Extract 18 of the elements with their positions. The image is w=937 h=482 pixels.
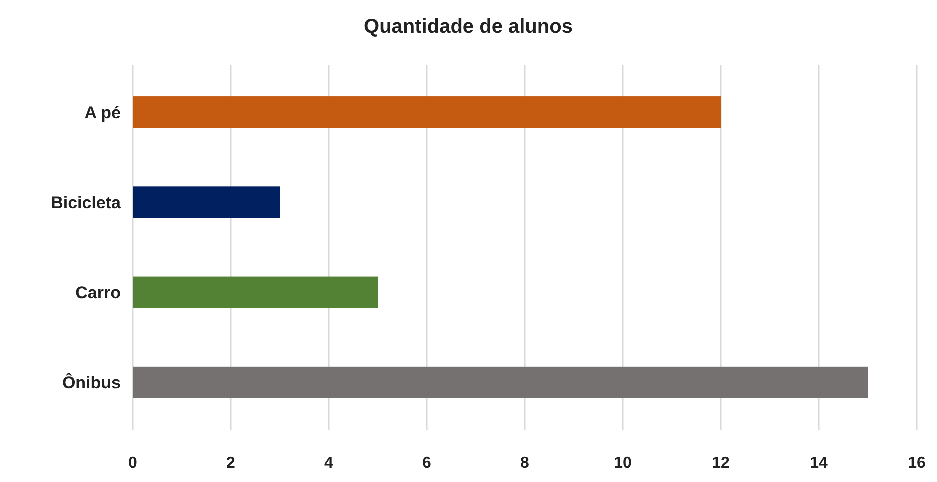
bar (133, 186, 280, 218)
y-tick-label: Ônibus (62, 372, 121, 393)
y-tick-label: Carro (76, 284, 121, 303)
x-tick-label: 8 (520, 455, 530, 472)
chart-title: Quantidade de alunos (364, 16, 573, 38)
bar (133, 366, 868, 398)
x-tick-label: 10 (614, 455, 632, 472)
bar (133, 276, 378, 308)
y-tick-label: A pé (84, 103, 121, 122)
x-tick-label: 6 (422, 455, 432, 472)
x-tick-label: 2 (226, 455, 236, 472)
x-tick-label: 16 (908, 455, 926, 472)
x-tick-label: 0 (128, 455, 138, 472)
x-tick-label: 4 (324, 455, 334, 472)
x-tick-label: 14 (810, 455, 828, 472)
x-tick-label: 12 (712, 455, 730, 472)
bar (133, 96, 721, 128)
y-tick-label: Bicicleta (51, 193, 122, 212)
